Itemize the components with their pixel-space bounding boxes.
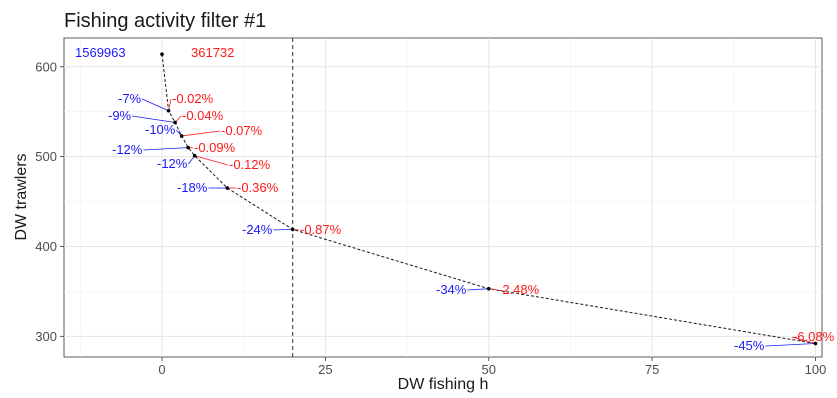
blue-percent-label: -7% (118, 91, 142, 106)
red-percent-label: -0.87% (300, 222, 342, 237)
x-tick-label: 100 (805, 362, 827, 377)
data-point (290, 227, 295, 232)
red-percent-label: -0.36% (237, 180, 279, 195)
points (160, 52, 818, 346)
blue-percent-label: -18% (177, 180, 208, 195)
data-point (813, 341, 818, 346)
data-point (166, 108, 171, 113)
blue-percent-label: -12% (157, 156, 188, 171)
blue-percent-label: -45% (734, 338, 765, 353)
red-total-label: 361732 (191, 45, 234, 60)
blue-total-label: 1569963 (75, 45, 126, 60)
x-axis-title: DW fishing h (398, 376, 489, 393)
red-percent-label: -0.09% (194, 140, 236, 155)
data-point (192, 153, 197, 158)
red-percent-label: -0.12% (229, 157, 271, 172)
red-percent-label: -6.08% (793, 329, 835, 344)
red-percent-label: -2.48% (498, 282, 540, 297)
y-tick-label: 600 (35, 59, 57, 74)
blue-percent-label: -34% (436, 282, 467, 297)
blue-leader-line (132, 115, 176, 123)
red-leader-line (791, 336, 816, 344)
x-tick-label: 0 (158, 362, 165, 377)
data-point (179, 134, 184, 138)
blue-percent-label: -9% (108, 108, 132, 123)
blue-percent-label: -24% (242, 222, 273, 237)
blue-leader-line (141, 98, 169, 112)
data-point (160, 52, 164, 56)
data-point (225, 186, 230, 190)
x-axis-ticks: 0 25 50 75 100 (158, 357, 826, 377)
x-tick-label: 50 (482, 362, 496, 377)
x-tick-label: 75 (645, 362, 659, 377)
red-percent-label: -0.02% (172, 91, 214, 106)
blue-leader-line (143, 147, 189, 151)
y-tick-label: 300 (35, 329, 57, 344)
y-axis-ticks: 300 400 500 600 (35, 59, 64, 344)
red-percent-label: -0.04% (182, 108, 224, 123)
blue-leader-line (467, 288, 489, 291)
data-point (173, 120, 177, 125)
data-point (486, 286, 491, 291)
blue-leader-line (765, 343, 816, 347)
grid (64, 38, 822, 357)
x-tick-label: 25 (318, 362, 332, 377)
plot-panel (63, 37, 823, 358)
y-tick-label: 500 (35, 149, 57, 164)
data-point (186, 145, 190, 150)
blue-percent-label: -10% (145, 122, 176, 137)
blue-percent-label: -12% (112, 142, 143, 157)
red-percent-label: -0.07% (221, 123, 263, 138)
y-tick-label: 400 (35, 239, 57, 254)
y-axis-title: DW trawlers (13, 153, 30, 240)
red-leader-line (181, 130, 221, 137)
chart-title: Fishing activity filter #1 (64, 10, 266, 32)
red-leader-line (168, 98, 172, 111)
point-labels: -7% -0.02% -9% -0.04% -10% -0.07% -12% -0.09% -1… (108, 91, 835, 353)
red-leader-line (194, 155, 229, 166)
blue-leader-line (273, 229, 293, 231)
